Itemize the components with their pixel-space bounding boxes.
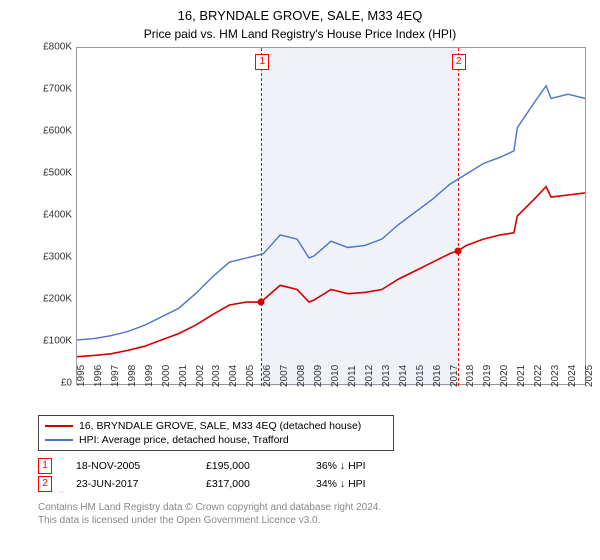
- sale-date: 18-NOV-2005: [76, 460, 206, 472]
- legend-item: HPI: Average price, detached house, Traf…: [45, 433, 387, 447]
- sale-marker-badge: 2: [452, 54, 466, 70]
- legend-swatch: [45, 439, 73, 441]
- chart: 12 £0£100K£200K£300K£400K£500K£600K£700K…: [30, 47, 590, 409]
- legend-swatch: [45, 425, 73, 427]
- plot-area: 12: [76, 47, 586, 385]
- attribution-line: This data is licensed under the Open Gov…: [38, 514, 600, 527]
- legend-box: 16, BRYNDALE GROVE, SALE, M33 4EQ (detac…: [38, 415, 394, 451]
- y-axis-label: £200K: [43, 294, 72, 305]
- y-axis-label: £700K: [43, 84, 72, 95]
- table-row: 1 18-NOV-2005 £195,000 36% ↓ HPI: [38, 457, 600, 475]
- legend-item: 16, BRYNDALE GROVE, SALE, M33 4EQ (detac…: [45, 419, 387, 433]
- x-axis-label: 2025: [584, 365, 595, 387]
- y-axis-label: £100K: [43, 336, 72, 347]
- sale-marker-badge: 2: [38, 476, 52, 492]
- page-subtitle: Price paid vs. HM Land Registry's House …: [0, 27, 600, 41]
- legend-label: 16, BRYNDALE GROVE, SALE, M33 4EQ (detac…: [79, 420, 361, 432]
- table-row: 2 23-JUN-2017 £317,000 34% ↓ HPI: [38, 475, 600, 493]
- series-hpi: [77, 86, 585, 340]
- page-title: 16, BRYNDALE GROVE, SALE, M33 4EQ: [0, 0, 600, 23]
- y-axis-label: £600K: [43, 126, 72, 137]
- y-axis-label: £300K: [43, 252, 72, 263]
- legend-label: HPI: Average price, detached house, Traf…: [79, 434, 289, 446]
- y-axis-label: £0: [61, 378, 72, 389]
- sale-delta: 36% ↓ HPI: [316, 460, 366, 472]
- sales-table: 1 18-NOV-2005 £195,000 36% ↓ HPI 2 23-JU…: [38, 457, 600, 493]
- y-axis-label: £800K: [43, 42, 72, 53]
- sale-dot: [258, 299, 265, 306]
- sale-marker-badge: 1: [38, 458, 52, 474]
- attribution-line: Contains HM Land Registry data © Crown c…: [38, 501, 600, 514]
- sale-dot: [454, 247, 461, 254]
- y-axis-label: £500K: [43, 168, 72, 179]
- sale-price: £195,000: [206, 460, 316, 472]
- sale-price: £317,000: [206, 478, 316, 490]
- sale-delta: 34% ↓ HPI: [316, 478, 366, 490]
- line-series-svg: [77, 48, 585, 384]
- sale-marker-badge: 1: [255, 54, 269, 70]
- series-property: [77, 187, 585, 357]
- y-axis-label: £400K: [43, 210, 72, 221]
- attribution: Contains HM Land Registry data © Crown c…: [38, 501, 600, 527]
- sale-date: 23-JUN-2017: [76, 478, 206, 490]
